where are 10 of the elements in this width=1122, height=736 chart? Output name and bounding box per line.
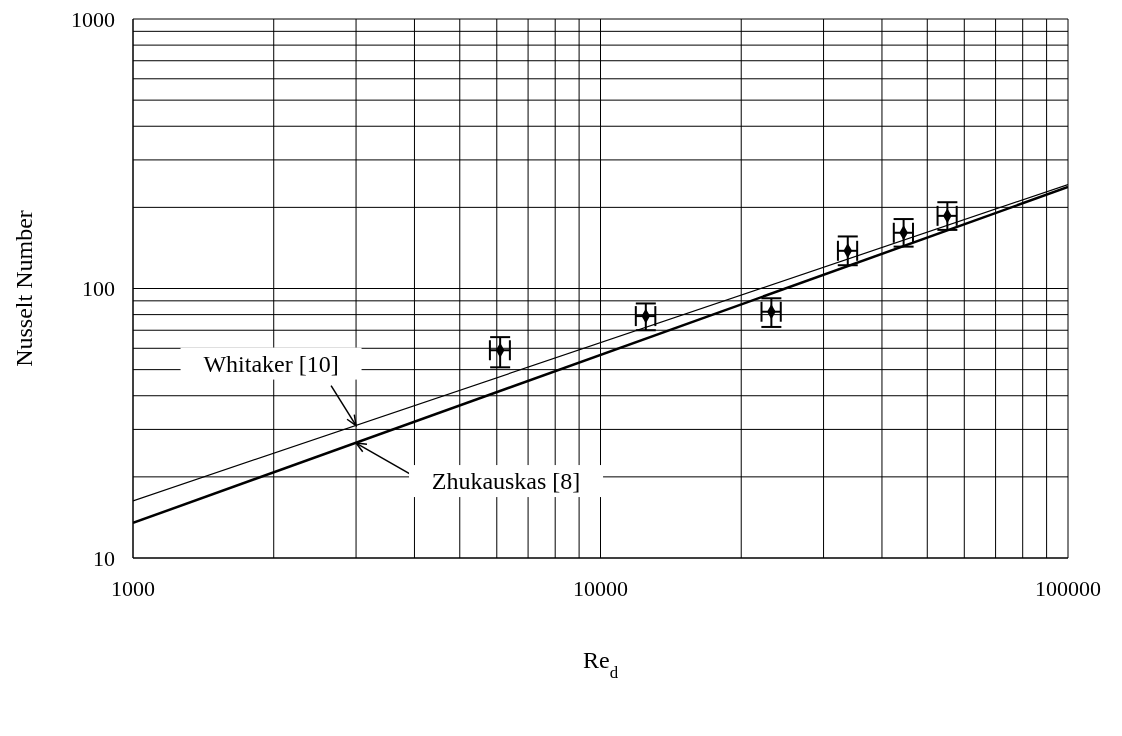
x-tick-label: 1000 xyxy=(111,575,155,601)
y-tick-label: 10 xyxy=(93,545,115,571)
y-tick-label: 100 xyxy=(82,276,115,302)
x-axis-title: Re$_{d}$ xyxy=(582,647,619,682)
y-axis-title: Nusselt Number xyxy=(10,210,37,367)
annotation: Whitaker [10] xyxy=(203,350,339,377)
x-tick-label: 10000 xyxy=(573,575,628,601)
x-tick-label: 100000 xyxy=(1035,575,1101,601)
y-tick-label: 1000 xyxy=(71,6,115,32)
annotation: Zhukauskas [8] xyxy=(431,468,581,495)
